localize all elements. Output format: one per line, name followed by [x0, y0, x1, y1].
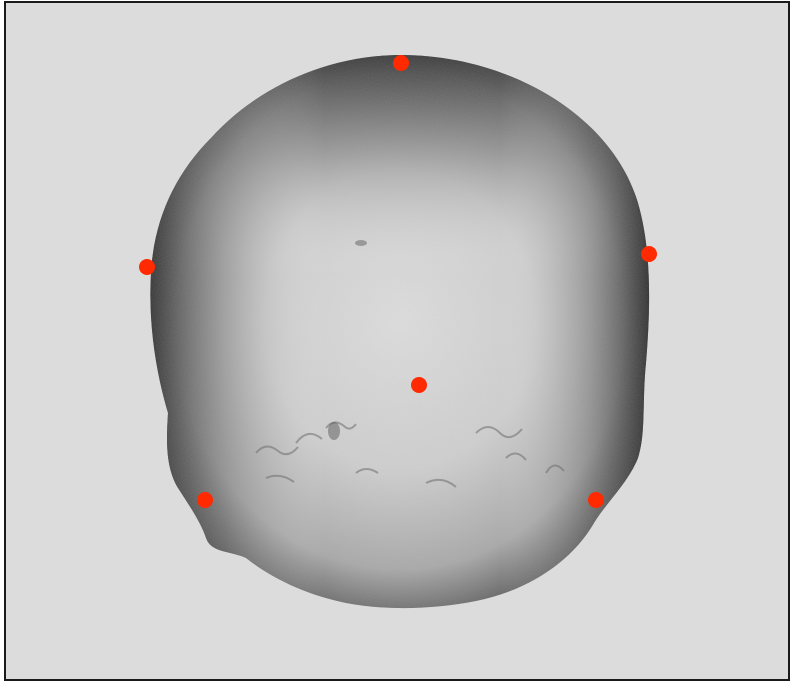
- viewport-frame: [4, 1, 790, 681]
- landmark-center[interactable]: [411, 377, 427, 393]
- skull-render: [139, 55, 657, 609]
- landmark-top[interactable]: [393, 55, 409, 71]
- landmark-right[interactable]: [641, 246, 657, 262]
- occipital-texture: [255, 421, 565, 488]
- landmark-points: [139, 55, 657, 508]
- landmark-bottom-left[interactable]: [197, 492, 213, 508]
- landmark-left[interactable]: [139, 259, 155, 275]
- landmark-bottom-right[interactable]: [588, 492, 604, 508]
